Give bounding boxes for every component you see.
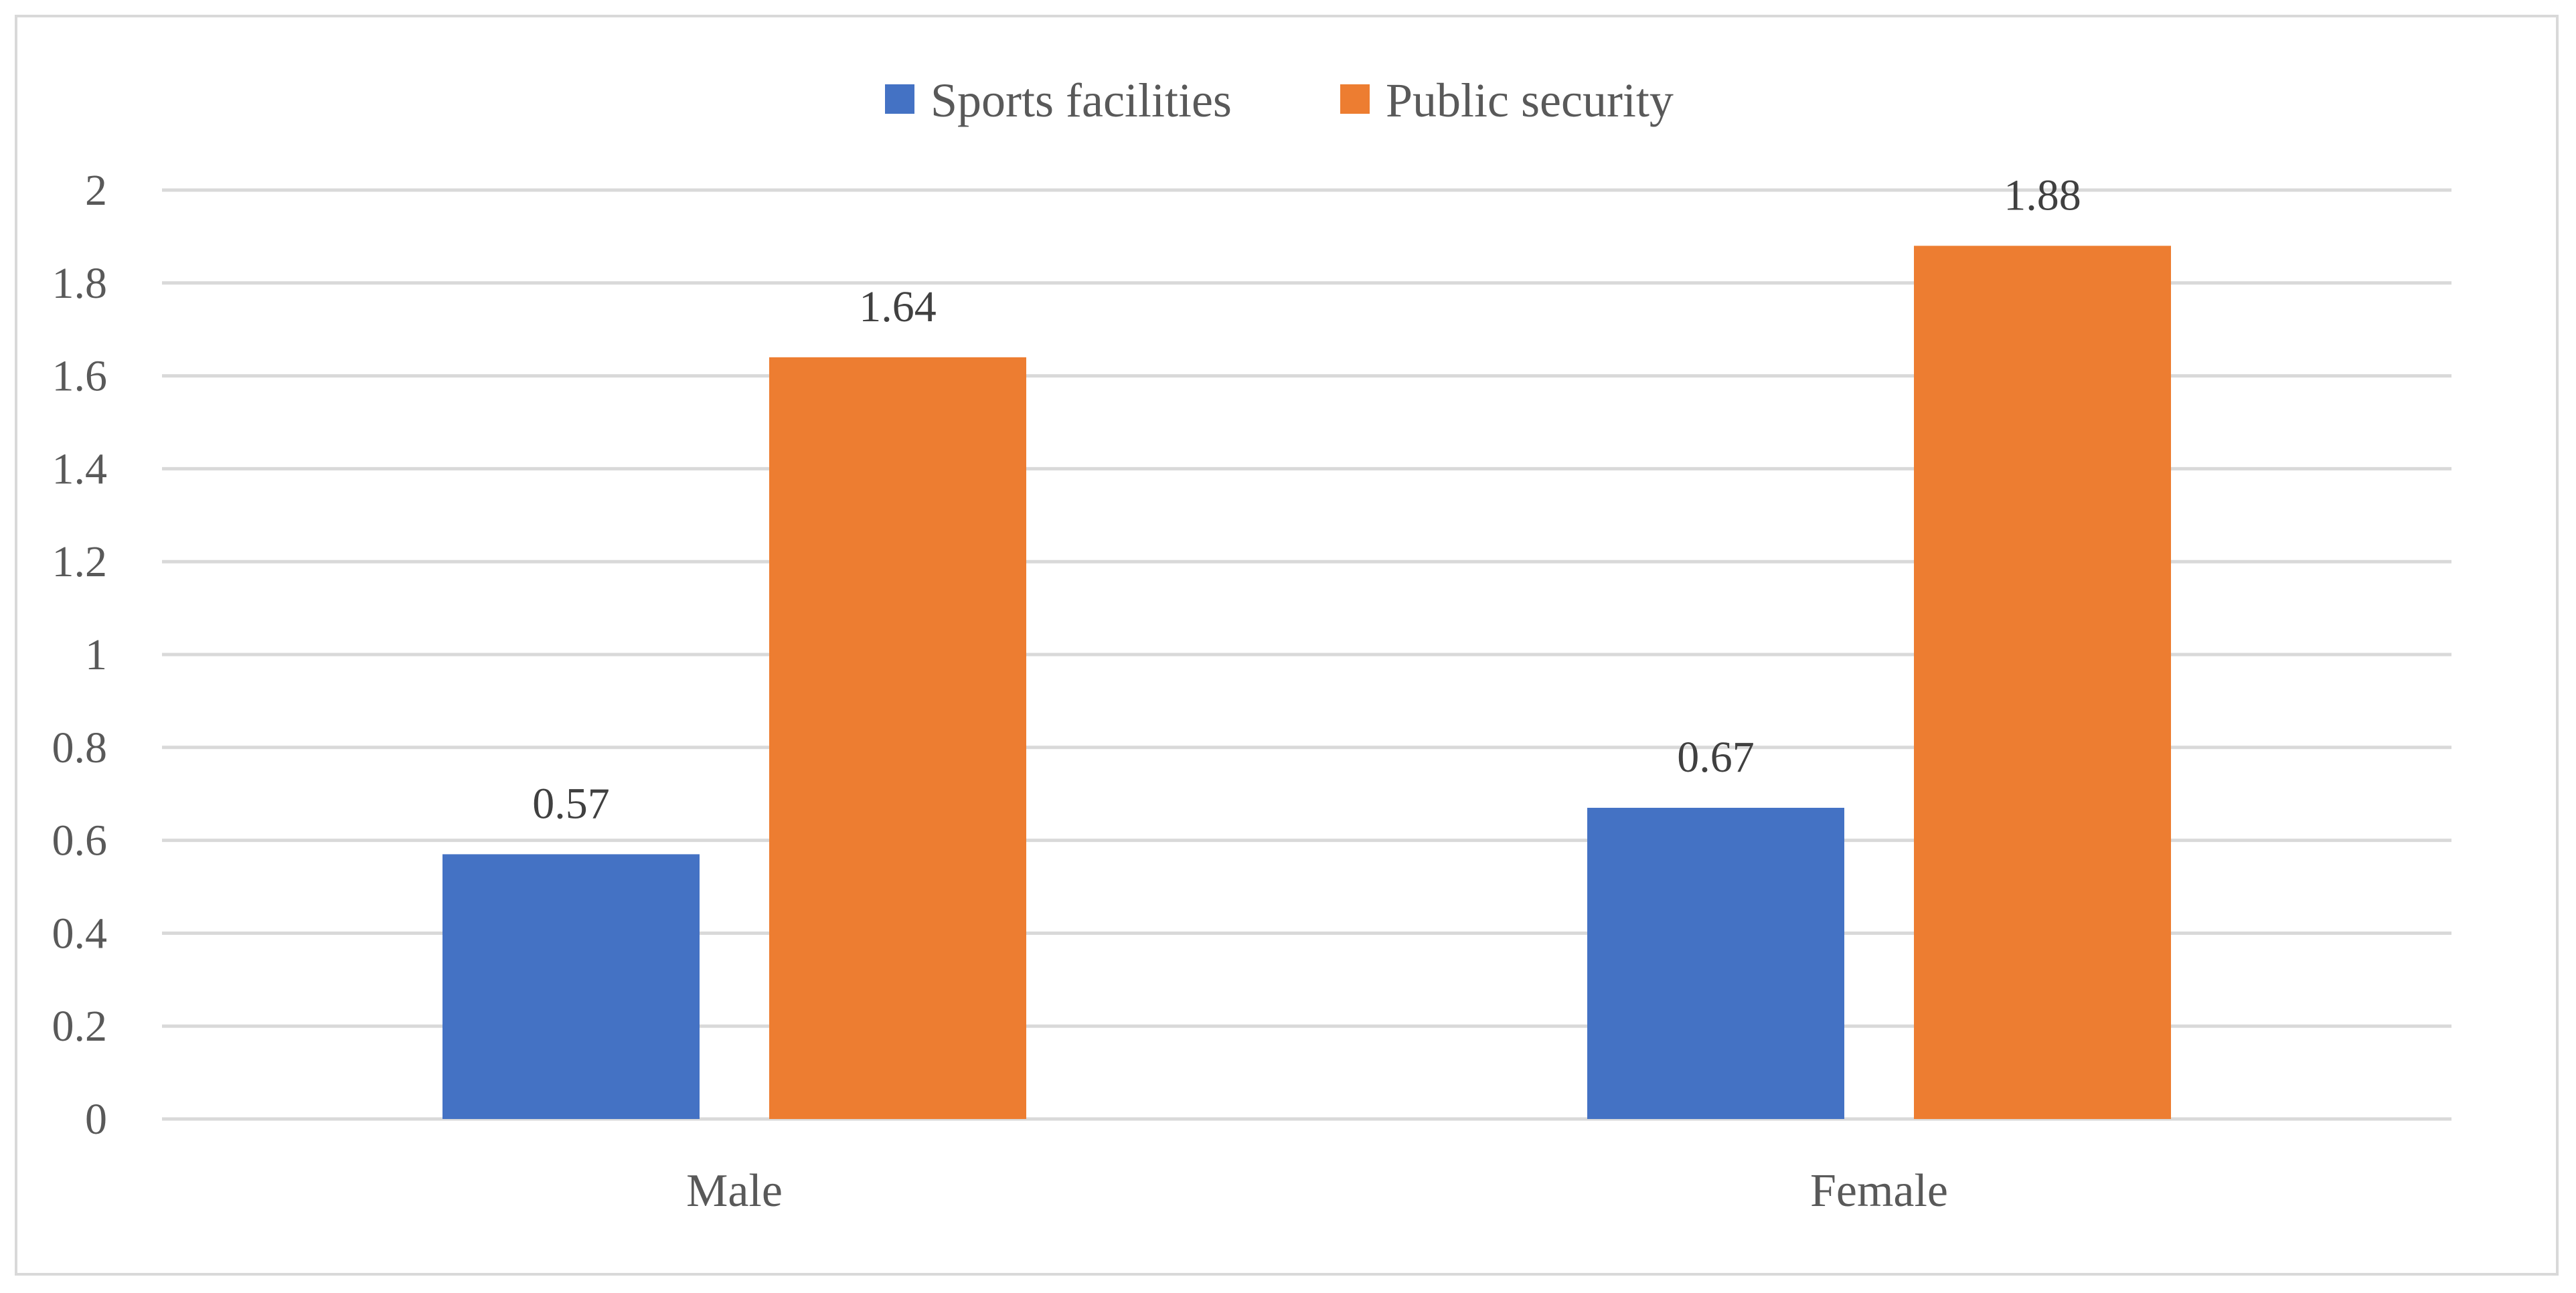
y-tick-label: 0.8 bbox=[52, 723, 108, 772]
data-label: 0.67 bbox=[1677, 733, 1755, 782]
y-tick-label: 0.4 bbox=[52, 909, 108, 958]
bar-sports-facilities-female bbox=[1587, 808, 1844, 1119]
y-tick-label: 0 bbox=[85, 1095, 107, 1144]
y-tick-label: 1 bbox=[85, 630, 107, 679]
legend-label: Sports facilities bbox=[931, 74, 1232, 127]
x-axis-categories: Male Female bbox=[686, 1165, 1948, 1217]
y-tick-label: 1.4 bbox=[52, 444, 108, 493]
legend-label: Public security bbox=[1386, 74, 1674, 127]
data-label: 0.57 bbox=[532, 779, 610, 828]
y-tick-label: 0.2 bbox=[52, 1002, 108, 1051]
data-label: 1.64 bbox=[859, 282, 937, 331]
bar-sports-facilities-male bbox=[442, 854, 700, 1119]
y-tick-label: 0.6 bbox=[52, 816, 108, 865]
legend-swatch bbox=[885, 84, 914, 114]
legend: Sports facilities Public security bbox=[885, 74, 1674, 127]
bars bbox=[442, 246, 2171, 1119]
data-label: 1.88 bbox=[2004, 171, 2081, 220]
bar-public-security-male bbox=[769, 357, 1026, 1119]
legend-swatch bbox=[1340, 84, 1370, 114]
bar-public-security-female bbox=[1914, 246, 2171, 1119]
y-tick-label: 1.2 bbox=[52, 537, 108, 586]
x-category-label: Male bbox=[686, 1165, 783, 1217]
x-category-label: Female bbox=[1810, 1165, 1948, 1217]
y-tick-label: 1.6 bbox=[52, 352, 108, 401]
y-tick-label: 1.8 bbox=[52, 259, 108, 308]
value-labels: 0.57 1.64 0.67 1.88 bbox=[532, 171, 2081, 828]
y-tick-label: 2 bbox=[85, 166, 107, 215]
y-axis-ticks: 0 0.2 0.4 0.6 0.8 1 1.2 1.4 1.6 1.8 2 bbox=[52, 166, 108, 1144]
